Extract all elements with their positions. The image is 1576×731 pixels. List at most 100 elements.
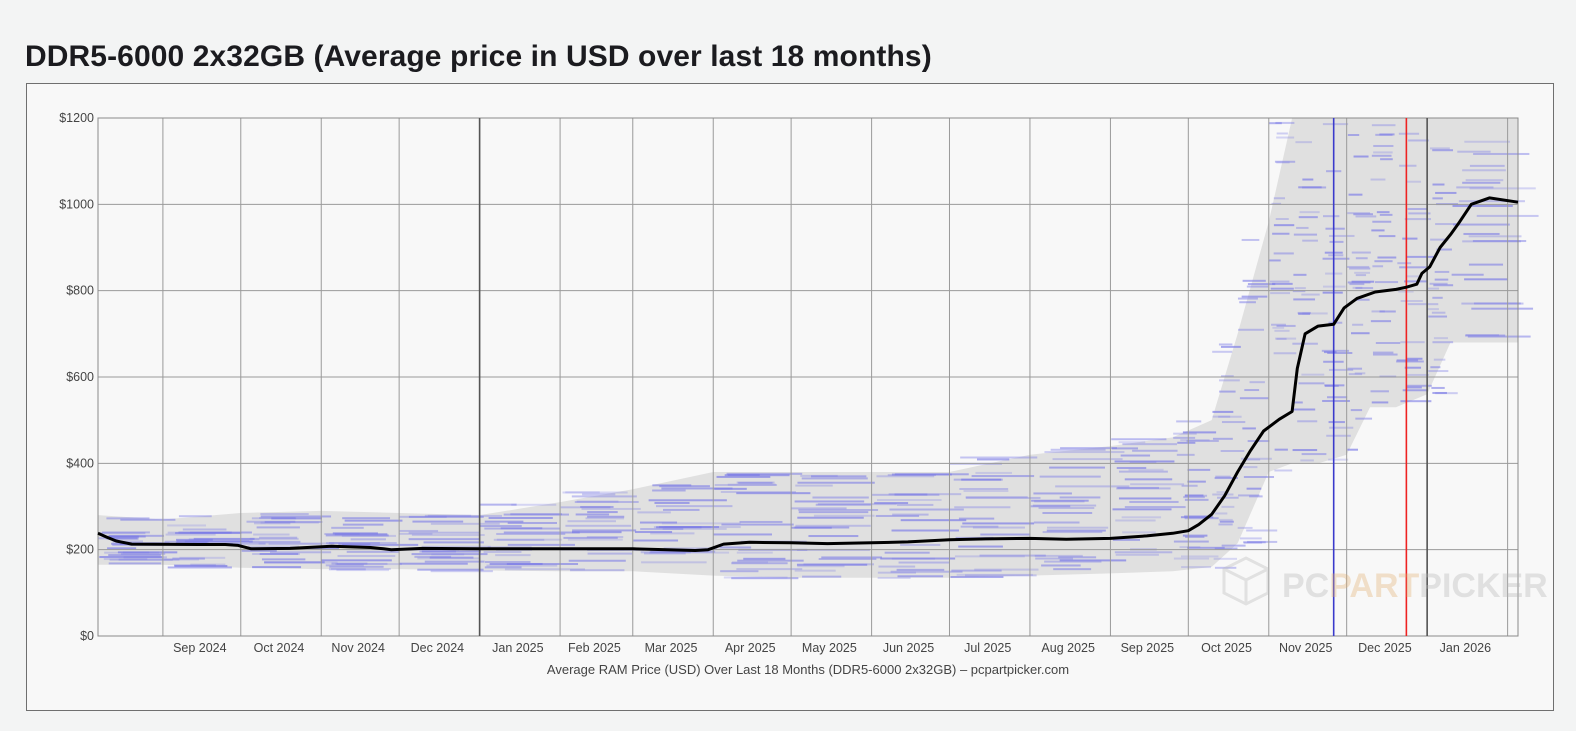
listing-stripe	[1221, 421, 1246, 424]
listing-stripe	[1469, 187, 1536, 190]
x-tick-label: May 2025	[802, 641, 857, 655]
listing-stripe	[1327, 352, 1353, 355]
x-tick-label: Nov 2025	[1279, 641, 1333, 655]
listing-stripe	[496, 538, 562, 541]
listing-stripe	[736, 481, 775, 484]
x-tick-label: Mar 2025	[645, 641, 698, 655]
listing-stripe	[503, 531, 580, 534]
listing-stripe	[817, 503, 897, 506]
listing-stripe	[1273, 252, 1294, 255]
listing-stripe	[889, 508, 964, 511]
listing-stripe	[1432, 183, 1445, 186]
listing-stripe	[399, 562, 468, 565]
listing-stripe	[423, 541, 484, 544]
listing-stripe	[1432, 341, 1454, 344]
listing-stripe	[1453, 223, 1510, 226]
listing-stripe	[414, 555, 452, 558]
y-tick-label: $1200	[59, 111, 94, 125]
listing-stripe	[1243, 476, 1275, 479]
listing-stripe	[1241, 295, 1268, 298]
listing-stripe	[797, 565, 845, 568]
listing-stripe	[661, 522, 741, 525]
listing-stripe	[1219, 520, 1234, 523]
watermark-logo-icon	[1222, 556, 1270, 606]
listing-stripe	[876, 475, 935, 478]
listing-stripe	[1219, 390, 1236, 393]
listing-stripe	[1187, 480, 1206, 483]
listing-stripe	[1247, 283, 1276, 286]
listing-stripe	[326, 542, 380, 545]
listing-stripe	[496, 532, 566, 535]
listing-stripe	[1243, 541, 1263, 544]
watermark: PCPARTPICKER	[1222, 556, 1548, 606]
listing-stripe	[412, 520, 464, 523]
listing-stripe	[1372, 265, 1384, 268]
listing-stripe	[571, 495, 637, 498]
listing-stripe	[1297, 420, 1318, 423]
listing-stripe	[1276, 161, 1290, 164]
listing-stripe	[342, 543, 419, 546]
listing-stripe	[739, 520, 783, 523]
listing-stripe	[1039, 475, 1101, 478]
listing-stripe	[1371, 124, 1396, 127]
listing-stripe	[1274, 448, 1288, 451]
listing-stripe	[1181, 484, 1198, 487]
listing-stripe	[106, 537, 139, 540]
listing-stripe	[259, 552, 299, 555]
price-history-chart: $0 $200 $400 $600 $800 $1000 $1200 Sep 2024 Oct …	[59, 111, 1548, 677]
listing-stripe	[1465, 334, 1506, 337]
listing-stripe	[1302, 178, 1314, 181]
listing-stripe	[1348, 193, 1363, 196]
listing-stripe	[1432, 296, 1443, 299]
listing-stripe	[106, 517, 150, 520]
listing-stripe	[898, 561, 950, 564]
listing-stripe	[1355, 215, 1377, 218]
listing-stripe	[483, 551, 522, 554]
listing-stripe	[241, 549, 277, 552]
listing-stripe	[329, 565, 384, 568]
listing-stripe	[1322, 399, 1350, 402]
listing-stripe	[1219, 379, 1240, 382]
listing-stripe	[408, 515, 484, 518]
listing-stripe	[950, 576, 1004, 579]
listing-stripe	[1244, 389, 1260, 392]
listing-stripe	[1215, 475, 1231, 478]
listing-stripe	[417, 568, 484, 571]
y-tick-label: $200	[66, 543, 94, 557]
listing-stripe	[731, 562, 788, 565]
listing-stripe	[1371, 401, 1389, 404]
listing-stripe	[1299, 211, 1320, 214]
listing-stripe	[167, 566, 232, 569]
listing-stripe	[565, 524, 632, 527]
listing-stripe	[637, 511, 671, 514]
listing-stripe	[1351, 251, 1371, 254]
listing-stripe	[1398, 132, 1420, 135]
listing-stripe	[1349, 283, 1365, 286]
listing-stripe	[821, 556, 882, 559]
listing-stripe	[1276, 324, 1296, 327]
listing-stripe	[1117, 486, 1159, 489]
listing-stripe	[1325, 227, 1345, 230]
listing-stripe	[1451, 273, 1484, 276]
listing-stripe	[1243, 466, 1258, 469]
listing-stripe	[1347, 281, 1371, 284]
listing-stripe	[1301, 293, 1320, 296]
listing-stripe	[1433, 284, 1454, 287]
listing-stripe	[1292, 449, 1318, 452]
listing-stripe	[1120, 454, 1151, 457]
listing-stripe	[256, 526, 300, 529]
listing-stripe	[1238, 328, 1265, 331]
listing-stripe	[1400, 400, 1432, 403]
x-tick-label: Aug 2025	[1041, 641, 1095, 655]
price-range-band	[98, 118, 1518, 578]
listing-stripe	[1176, 453, 1195, 456]
listing-stripe	[736, 568, 803, 571]
listing-stripe	[587, 511, 618, 514]
y-tick-label: $800	[66, 284, 94, 298]
listing-stripe	[1324, 384, 1339, 387]
listing-stripe	[962, 522, 1035, 525]
listing-stripe	[1220, 345, 1241, 348]
listing-stripe	[1458, 200, 1525, 203]
listing-stripe	[1428, 370, 1449, 373]
listing-stripe	[563, 536, 618, 539]
